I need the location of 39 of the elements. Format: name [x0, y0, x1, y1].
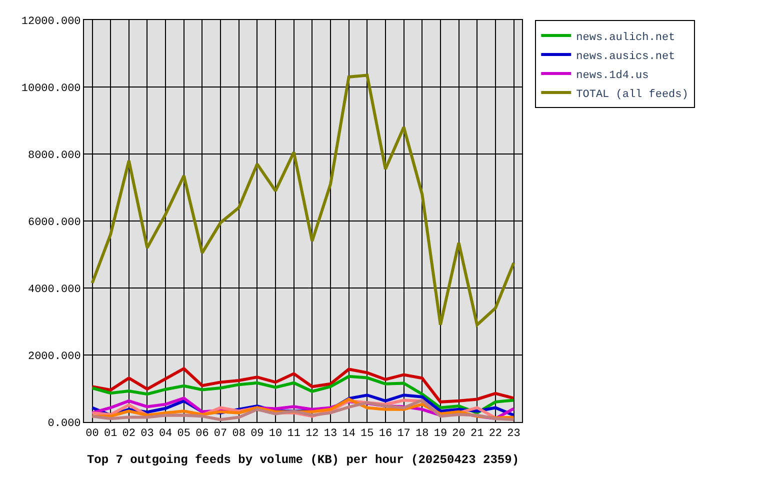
x-tick-label: 19: [434, 428, 448, 440]
line-series: [90, 367, 516, 404]
x-tick-label: 05: [177, 428, 190, 440]
x-tick-label: 21: [470, 428, 484, 440]
x-tick-label: 07: [214, 428, 228, 440]
line-series: [90, 74, 516, 326]
x-tick-label: 03: [140, 428, 154, 440]
y-tick-label: 2000.000: [28, 350, 81, 363]
x-tick-label: 09: [250, 428, 264, 440]
y-tick-label: 4000.000: [28, 284, 81, 296]
x-tick-label: 18: [416, 428, 429, 440]
x-tick-label: 02: [122, 428, 136, 440]
x-tick-label: 04: [158, 428, 173, 440]
y-tick-label: 12000.000: [21, 16, 81, 28]
y-tick-label: 10000.000: [21, 82, 81, 95]
x-tick-label: 15: [360, 428, 374, 440]
x-tick-label: 20: [452, 428, 466, 440]
x-tick-label: 08: [232, 428, 246, 440]
legend-label: news.1d4.us: [576, 70, 649, 82]
x-axis-title: Top 7 outgoing feeds by volume (KB) per hour (20250423 2359): [86, 453, 520, 468]
y-tick-label: 8000.000: [28, 150, 81, 162]
y-tick-label: 6000.000: [28, 216, 81, 229]
legend-label: TOTAL (all feeds): [576, 88, 688, 101]
x-tick-label: 12: [306, 428, 319, 440]
y-tick-label: 0.000: [48, 418, 81, 430]
legend-label: news.ausics.net: [576, 50, 676, 63]
x-tick-label: 14: [342, 428, 356, 440]
legend-label: news.aulich.net: [576, 32, 676, 44]
x-tick-label: 23: [507, 428, 520, 440]
x-tick-label: 01: [104, 428, 118, 440]
x-tick-label: 17: [397, 428, 410, 440]
x-tick-label: 11: [287, 428, 301, 440]
x-tick-label: 10: [268, 428, 282, 440]
x-tick-label: 22: [488, 428, 502, 440]
x-tick-label: 06: [196, 428, 209, 440]
x-tick-label: 13: [324, 428, 338, 440]
x-tick-label: 16: [378, 428, 392, 440]
line-series: [90, 374, 516, 414]
x-tick-label: 00: [86, 428, 99, 440]
